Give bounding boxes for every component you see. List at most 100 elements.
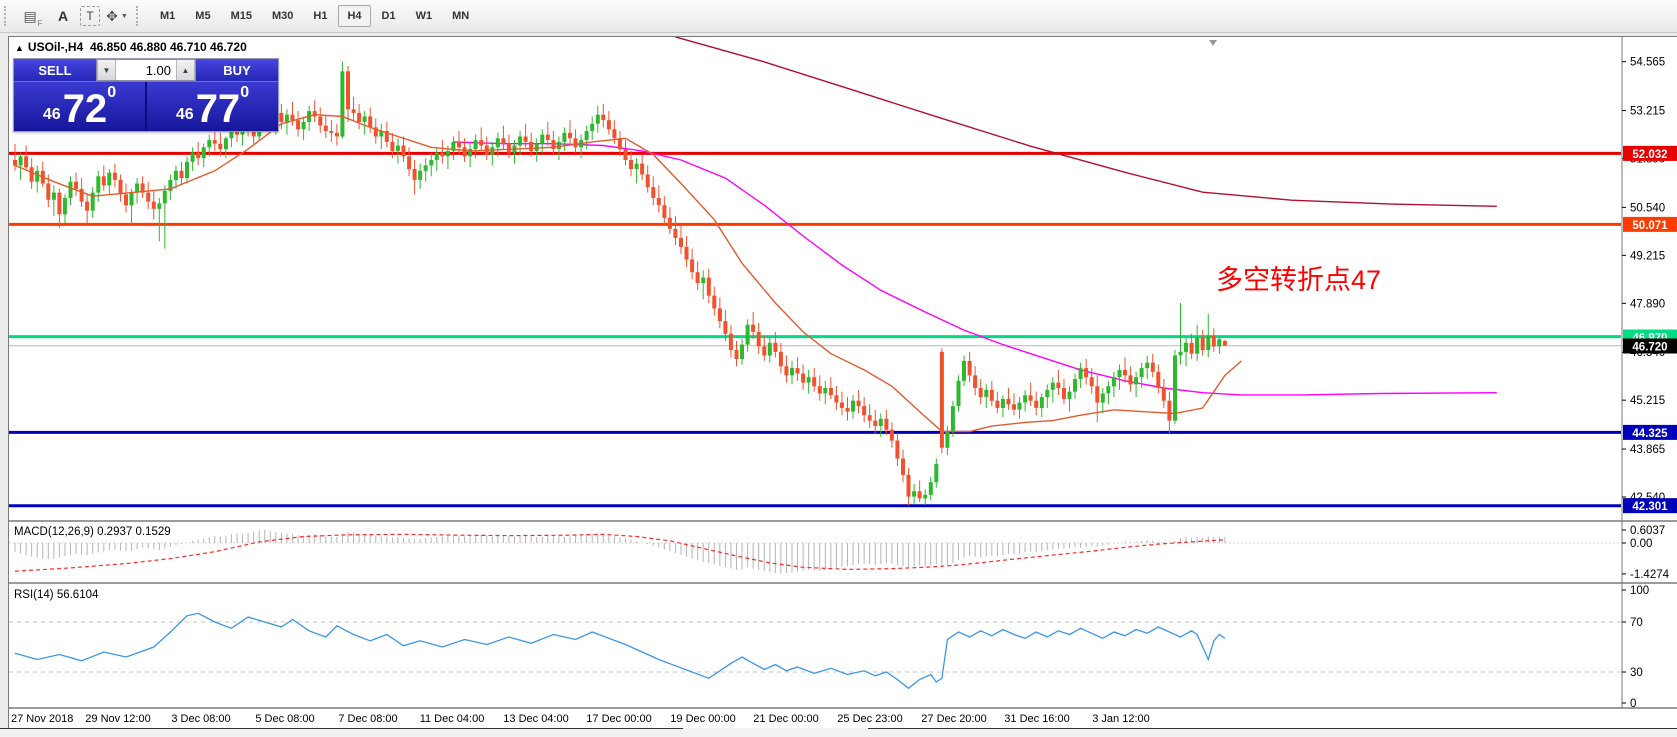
candle-body [701, 277, 706, 283]
collapse-arrow-icon[interactable]: ▲ [15, 43, 24, 53]
candle-body [395, 145, 400, 151]
candle-body [851, 400, 855, 412]
rsi-axis-label: 0 [1630, 698, 1636, 710]
candle-body [745, 324, 750, 345]
one-click-trade-panel: SELL ▼ 1.00 ▲ BUY 46 72 0 46 77 0 [13, 58, 279, 132]
candle-body [679, 237, 683, 247]
timeframe-button-m30[interactable]: M30 [263, 5, 302, 27]
candle-body [1150, 362, 1155, 372]
text-box-icon[interactable]: T [80, 6, 100, 26]
volume-input[interactable]: 1.00 [116, 60, 176, 80]
timeframe-button-m15[interactable]: M15 [222, 5, 261, 27]
text-label-icon[interactable]: A [57, 8, 69, 24]
toolbar-grip2[interactable] [136, 6, 144, 26]
candle-body [1006, 398, 1011, 405]
timeframe-button-mn[interactable]: MN [443, 5, 478, 27]
candle-body [1084, 368, 1089, 378]
candle-body [1017, 402, 1022, 410]
chart-shift-marker-icon [1209, 40, 1217, 46]
candle-body [917, 491, 922, 499]
candle-body [856, 400, 861, 407]
candle-body [251, 131, 256, 137]
candle-body [973, 375, 978, 389]
timeframe-button-m5[interactable]: M5 [186, 5, 219, 27]
candle-body [895, 440, 900, 459]
candle-body [24, 156, 29, 168]
volume-increase-button[interactable]: ▲ [176, 60, 195, 80]
candle-body [601, 114, 606, 121]
candle-body [540, 134, 545, 144]
candle-body [440, 152, 445, 157]
candle-body [96, 176, 101, 193]
price-badge [1623, 338, 1677, 354]
candle-body [645, 174, 650, 188]
timeframe-button-w1[interactable]: W1 [407, 5, 442, 27]
buy-button[interactable]: BUY [196, 59, 278, 81]
trade-panel-prices: 46 72 0 46 77 0 [14, 82, 278, 131]
volume-decrease-button[interactable]: ▼ [97, 60, 116, 80]
candle-body [923, 494, 928, 499]
date-axis-label: 29 Nov 12:00 [85, 713, 150, 725]
candle-body [468, 149, 473, 157]
candle-body [834, 395, 839, 403]
candle-body [223, 138, 228, 150]
macd-axis-label: 0.00 [1630, 538, 1652, 550]
candle-body [490, 147, 495, 155]
timeframe-button-h4[interactable]: H4 [338, 5, 371, 27]
candle-body [1106, 386, 1111, 394]
candle-body [173, 170, 178, 180]
toolbar: ▤ F A T ✥ ▼ M1 M5 M15 M30 H1 H4 D1 W1 MN [0, 0, 1677, 33]
candle-body [545, 134, 550, 140]
candle-body [712, 295, 717, 309]
buy-price-tile[interactable]: 46 77 0 [147, 82, 278, 131]
volume-stepper: ▼ 1.00 ▲ [96, 59, 196, 81]
sell-button[interactable]: SELL [14, 59, 96, 81]
candle-body [412, 169, 417, 180]
candle-body [318, 116, 323, 126]
ma-slow-line [453, 141, 1497, 396]
date-axis-label: 19 Dec 00:00 [670, 713, 735, 725]
rsi-panel [9, 612, 1621, 690]
trend-ma-line [675, 37, 1497, 207]
candle-body [18, 156, 23, 166]
candle-body [1034, 400, 1039, 408]
candle-body [1211, 335, 1216, 347]
annotation-text: 多空转折点47 [1216, 265, 1382, 295]
chart-grid-icon[interactable]: ▤ F [23, 7, 43, 29]
candle-body [1073, 379, 1077, 392]
candle-body [296, 120, 301, 130]
timeframe-button-d1[interactable]: D1 [373, 5, 405, 27]
indicator-arrows-icon[interactable]: ✥ ▼ [106, 7, 128, 24]
timeframe-button-m1[interactable]: M1 [151, 5, 184, 27]
rsi-axis-label: 30 [1630, 667, 1643, 679]
timeframe-button-h1[interactable]: H1 [304, 5, 336, 27]
candle-body [812, 377, 817, 387]
toolbar-grip[interactable] [4, 6, 12, 26]
candle-body [1067, 391, 1072, 399]
price-badge [1623, 424, 1677, 440]
candle-body [384, 131, 389, 142]
candle-body [1178, 351, 1183, 356]
candle-body [434, 152, 439, 160]
candle-body [140, 183, 145, 193]
candle-body [340, 71, 345, 137]
candle-body [695, 272, 700, 284]
price-axis-label: 49.215 [1630, 250, 1665, 262]
candle-body [534, 143, 539, 151]
candle-body [823, 388, 828, 394]
candle-body [651, 187, 656, 198]
candle-body [168, 179, 173, 191]
candle-body [950, 406, 955, 432]
price-badge-label: 42.301 [1632, 501, 1668, 513]
date-axis-label: 13 Dec 04:00 [503, 713, 568, 725]
sell-price-tile[interactable]: 46 72 0 [14, 82, 147, 131]
chart-window: 54.56553.21551.89050.54049.21547.89046.5… [8, 36, 1677, 729]
candle-body [1145, 362, 1150, 369]
chart-canvas: 54.56553.21551.89050.54049.21547.89046.5… [9, 37, 1677, 725]
candle-body [201, 147, 206, 159]
candle-body [107, 172, 112, 186]
candle-body [706, 277, 711, 296]
candle-body [290, 114, 295, 121]
candle-body [751, 324, 756, 332]
